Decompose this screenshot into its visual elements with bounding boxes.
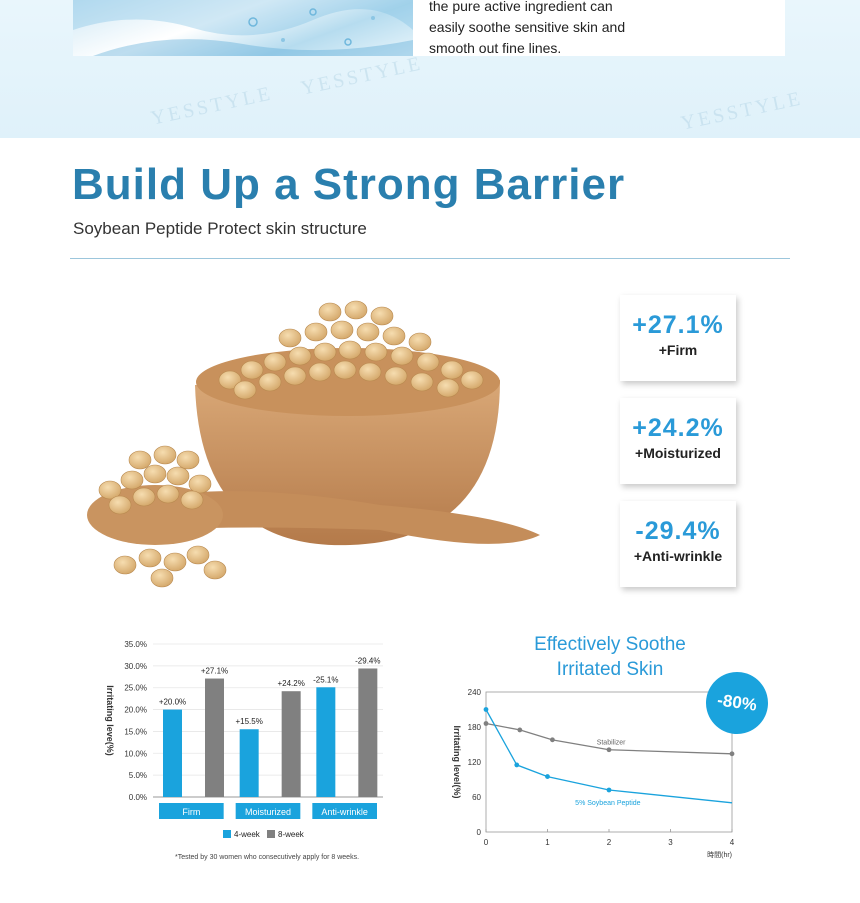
x-tick-label: 3 [668, 838, 673, 847]
data-point [606, 787, 612, 793]
y-tick-label: 0 [477, 828, 482, 837]
category-label: Firm [182, 807, 200, 817]
bar [316, 687, 336, 797]
y-tick-label: 0.0% [129, 793, 147, 802]
series-label: Stabilizer [597, 740, 626, 747]
divider [70, 258, 790, 259]
stat-card-moisturized: +24.2% +Moisturized [620, 398, 736, 484]
y-tick-label: 35.0% [124, 640, 147, 649]
page-subtitle: Soybean Peptide Protect skin structure [73, 219, 367, 238]
y-tick-label: 60 [472, 793, 481, 802]
watermark: YESSTYLE [148, 82, 275, 130]
y-tick-label: 15.0% [124, 727, 147, 736]
y-tick-label: 25.0% [124, 684, 147, 693]
y-axis-label: Irritating leve(%) [105, 685, 115, 756]
legend-label: 8-week [278, 830, 305, 839]
x-tick-label: 4 [730, 838, 735, 847]
y-tick-label: 10.0% [124, 749, 147, 758]
data-point [514, 762, 520, 768]
watermark: YESSTYLE [678, 87, 805, 135]
y-tick-label: 5.0% [129, 771, 147, 780]
legend-swatch [267, 830, 275, 838]
plot-frame [485, 691, 733, 833]
bar-data-label: +20.0% [159, 698, 186, 707]
category-label-bg [159, 803, 224, 819]
x-axis-label: 時間(hr) [707, 851, 732, 859]
bar-data-label: -29.4% [355, 656, 380, 665]
data-point [517, 727, 523, 733]
y-tick-label: 240 [468, 688, 482, 697]
stat-card-anti-wrinkle: -29.4% +Anti-wrinkle [620, 501, 736, 587]
line-chart-title-line: Irritated Skin [556, 659, 664, 680]
stat-label: +Firm [658, 342, 698, 358]
legend-label: 4-week [234, 830, 261, 839]
line-chart-title-line: Effectively Soothe [534, 634, 686, 655]
data-point [606, 747, 612, 753]
bar [163, 709, 182, 797]
data-point [550, 737, 555, 743]
x-tick-label: 2 [607, 838, 612, 847]
line-chart-title: Effectively Soothe Irritated Skin [490, 632, 730, 682]
stat-value: -29.4% [635, 517, 721, 545]
y-tick-label: 20.0% [124, 706, 147, 715]
category-label: Anti-wrinkle [321, 807, 368, 817]
top-line: easily soothe sensitive skin and [429, 19, 626, 35]
x-tick-label: 1 [545, 838, 550, 847]
water-photo [73, 0, 413, 56]
stat-card-firm: +27.1% +Firm [620, 295, 736, 381]
top-card: the pure active ingredient can easily so… [73, 0, 785, 56]
bar-chart: 0.0% 5.0% 10.0% 15.0% 20.0% 25.0% 30.0% 35.0% Ir… [105, 640, 383, 861]
data-point [545, 774, 550, 779]
top-band: YESSTYLE YESSTYLE YESSTYLE the pure acti… [0, 0, 860, 138]
y-tick-label: 120 [468, 758, 482, 767]
bar [205, 678, 224, 797]
bar-data-label: +15.5% [235, 717, 262, 726]
stat-value: +27.1% [632, 311, 724, 339]
data-point [483, 707, 489, 712]
y-axis-label: Irritating level(%) [452, 725, 462, 798]
top-description: the pure active ingredient can easily so… [429, 0, 749, 59]
bar [239, 729, 259, 797]
y-tick-label: 30.0% [124, 662, 147, 671]
stat-label: +Anti-wrinkle [633, 548, 723, 564]
data-point [483, 721, 489, 726]
category-label-bg [312, 803, 377, 819]
bar [281, 691, 301, 797]
bar [358, 668, 378, 797]
line-chart: 0 60 120 180 240 0 1 2 3 4 時間(hr) Irritating level(… [452, 688, 735, 859]
page-title: Build Up a Strong Barrier [72, 160, 626, 209]
bar-data-label: +24.2% [277, 679, 304, 688]
stat-value: +24.2% [632, 414, 724, 442]
footnote: *Tested by 30 women who consecutively ap… [175, 854, 359, 861]
x-tick-label: 0 [484, 838, 489, 847]
soybean-bowl-image [87, 300, 540, 588]
category-label-bg [235, 803, 301, 819]
top-line: the pure active ingredient can [429, 0, 613, 14]
bar-data-label: +27.1% [201, 667, 228, 676]
watermark: YESSTYLE [298, 52, 425, 100]
top-line: smooth out fine lines. [429, 40, 562, 56]
y-tick-label: 180 [468, 723, 482, 732]
water-splash-image [73, 0, 413, 56]
stat-label: +Moisturized [635, 445, 721, 461]
series-label: 5% Soybean Peptide [575, 800, 640, 807]
data-point [729, 751, 735, 757]
legend-swatch [223, 830, 231, 838]
category-label: Moisturized [245, 807, 291, 817]
bar-data-label: -25.1% [313, 675, 338, 684]
